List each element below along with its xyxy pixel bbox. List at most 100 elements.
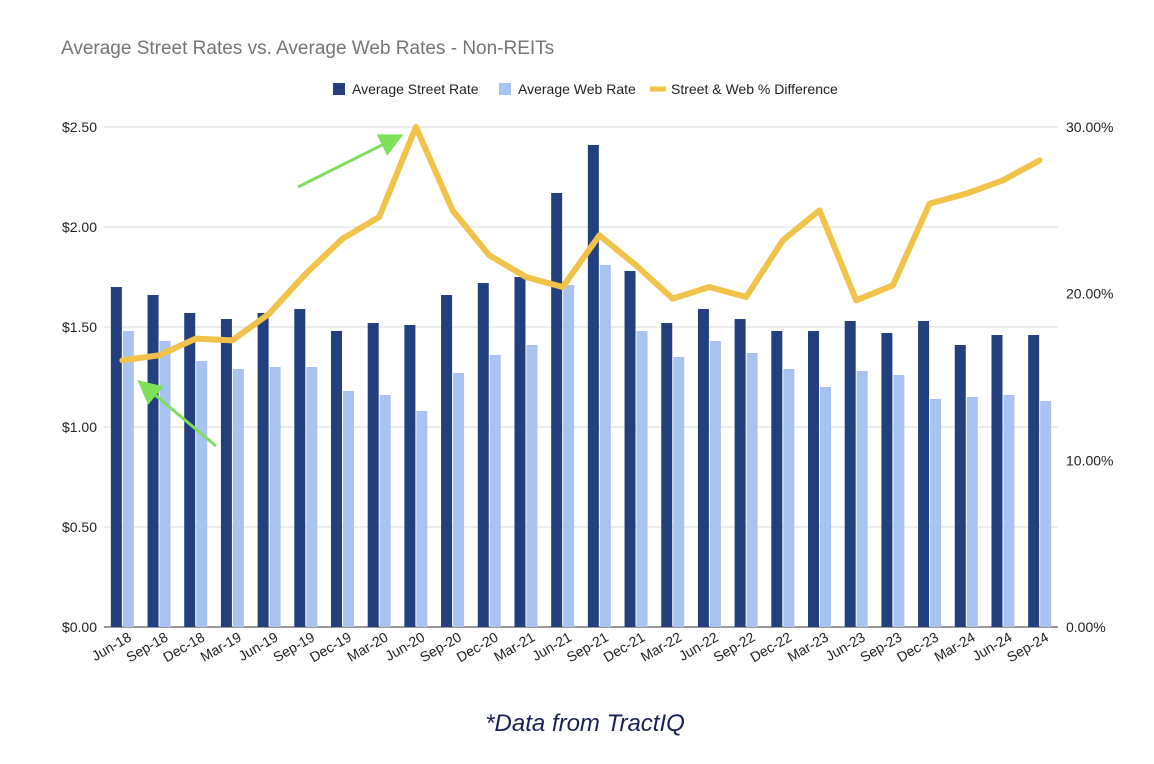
street-rate-bar — [624, 271, 636, 627]
street-rate-bar — [184, 313, 196, 627]
legend-label: Average Web Rate — [518, 81, 636, 97]
legend-label: Street & Web % Difference — [671, 81, 838, 97]
street-rate-bar — [697, 309, 709, 627]
difference-point — [1039, 159, 1041, 161]
difference-point — [598, 234, 600, 236]
street-rate-bar — [147, 295, 159, 627]
web-rate-bar — [636, 331, 648, 627]
web-rate-bar — [856, 371, 868, 627]
x-tick-label: Mar-19 — [198, 629, 245, 665]
street-rate-bar — [514, 277, 526, 627]
chart-title: Average Street Rates vs. Average Web Rat… — [61, 38, 554, 59]
x-tick-label: Sep-24 — [1004, 629, 1051, 666]
footnote: *Data from TractIQ — [485, 710, 685, 737]
x-tick-label: Dec-19 — [307, 629, 354, 666]
web-rate-bar — [453, 373, 465, 627]
difference-point — [268, 313, 270, 315]
x-tick-label: Sep-21 — [564, 629, 611, 666]
x-tick-label: Sep-22 — [711, 629, 758, 666]
street-rate-bar — [771, 331, 783, 627]
street-rate-bar — [844, 321, 856, 627]
difference-point — [562, 286, 564, 288]
green-arrow-up — [297, 134, 404, 189]
left-tick-label: $0.00 — [62, 619, 97, 635]
difference-point — [745, 296, 747, 298]
left-tick-label: $2.00 — [62, 219, 97, 235]
web-rate-bar — [306, 367, 318, 627]
difference-point — [195, 338, 197, 340]
difference-point — [1002, 179, 1004, 181]
street-rate-bar — [661, 323, 673, 627]
x-tick-label: Mar-23 — [785, 629, 832, 665]
web-rate-bar — [159, 341, 171, 627]
right-tick-label: 10.00% — [1066, 452, 1113, 468]
web-rate-bar — [709, 341, 721, 627]
legend-label: Average Street Rate — [352, 81, 479, 97]
web-rate-bar — [563, 285, 575, 627]
web-rate-bar — [489, 355, 501, 627]
x-tick-label: Sep-19 — [270, 629, 317, 666]
difference-point — [672, 298, 674, 300]
left-tick-label: $2.50 — [62, 119, 97, 135]
web-rate-bar — [269, 367, 281, 627]
legend-swatch — [333, 83, 345, 95]
street-rate-bar — [551, 193, 563, 627]
web-rate-bar — [196, 361, 208, 627]
right-tick-label: 0.00% — [1066, 619, 1106, 635]
street-rate-bar — [881, 333, 893, 627]
right-tick-label: 20.00% — [1066, 286, 1113, 302]
right-axis-ticks: 0.00% 10.00% 20.00% 30.00% — [1066, 119, 1113, 635]
street-rate-bar — [954, 345, 966, 627]
x-tick-label: Dec-18 — [160, 629, 207, 666]
street-rate-bar — [367, 323, 379, 627]
web-rate-bar — [966, 397, 978, 627]
street-rate-bar — [257, 313, 269, 627]
difference-point — [121, 359, 123, 361]
difference-line-path — [119, 124, 1043, 364]
web-rate-bar — [379, 395, 391, 627]
web-rate-bar — [122, 331, 134, 627]
difference-point — [635, 264, 637, 266]
web-rate-bar — [783, 369, 795, 627]
x-tick-label: Dec-22 — [747, 629, 794, 666]
legend-swatch — [499, 83, 511, 95]
web-rate-bar — [232, 369, 244, 627]
difference-point — [892, 284, 894, 286]
difference-point — [929, 203, 931, 205]
web-rate-bar — [599, 265, 611, 627]
left-tick-label: $0.50 — [62, 519, 97, 535]
x-tick-label: Dec-21 — [600, 629, 647, 666]
x-tick-label: Sep-23 — [857, 629, 904, 666]
legend: Average Street Rate Average Web Rate Stree… — [333, 81, 838, 97]
x-axis-labels: Jun-18Sep-18Dec-18Mar-19Jun-19Sep-19Dec-… — [89, 629, 1052, 666]
street-rate-bar — [477, 283, 489, 627]
left-tick-label: $1.00 — [62, 419, 97, 435]
x-tick-label: Mar-22 — [638, 629, 685, 665]
difference-point — [452, 209, 454, 211]
annotations — [137, 134, 404, 448]
difference-point — [378, 216, 380, 218]
street-rate-bar — [734, 319, 746, 627]
street-rate-bar — [587, 145, 599, 627]
difference-point — [525, 276, 527, 278]
street-rate-bar — [808, 331, 819, 627]
right-tick-label: 30.00% — [1066, 119, 1113, 135]
difference-point — [855, 299, 857, 301]
street-rate-bar — [294, 309, 306, 627]
difference-line — [119, 124, 1043, 364]
difference-point — [231, 339, 233, 341]
x-tick-label: Mar-21 — [491, 629, 538, 665]
street-rate-bar — [991, 335, 1003, 627]
x-tick-label: Mar-24 — [931, 629, 978, 665]
street-rate-bar — [404, 325, 416, 627]
web-rate-bar — [673, 357, 685, 627]
bars — [110, 145, 1052, 627]
difference-point — [342, 238, 343, 240]
web-rate-bar — [1003, 395, 1015, 627]
x-tick-label: Dec-20 — [454, 629, 501, 666]
web-rate-bar — [416, 411, 428, 627]
web-rate-bar — [930, 399, 942, 627]
x-tick-label: Sep-20 — [417, 629, 464, 666]
green-arrow-down — [137, 380, 217, 448]
